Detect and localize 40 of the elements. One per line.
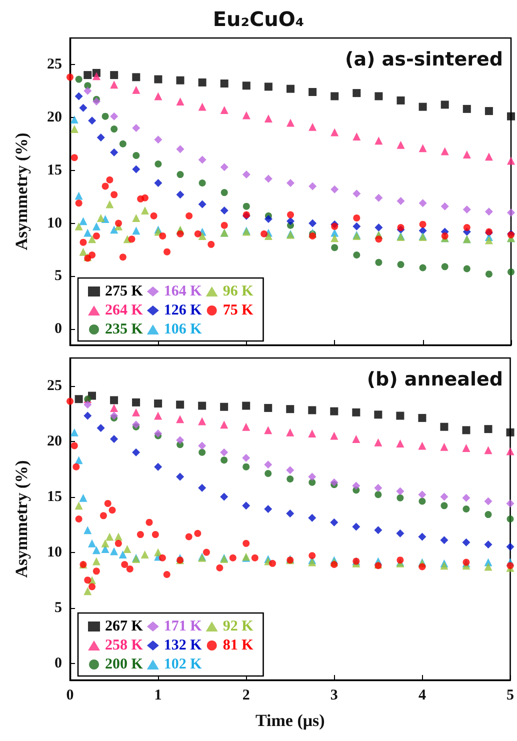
- y-axis-title: Asymmetry (%): [12, 132, 31, 250]
- legend-label: 75 K: [222, 302, 254, 318]
- x-tick-label: 5: [506, 688, 514, 704]
- annotation: (b) annealed: [366, 368, 504, 390]
- y-tick-label: 5: [54, 600, 62, 616]
- legend-label: 81 K: [222, 638, 254, 654]
- x-tick-label: 3: [330, 688, 338, 704]
- y-tick-label: 10: [47, 215, 62, 232]
- y-tick-label: 15: [47, 488, 62, 505]
- legend-label: 102 K: [164, 656, 202, 672]
- legend-label: 126 K: [164, 302, 202, 318]
- y-tick-label: 15: [47, 162, 62, 178]
- legend-label: 235 K: [105, 322, 144, 338]
- y-tick-label: 10: [47, 544, 62, 560]
- x-tick-label: 2: [242, 688, 250, 704]
- chart-title: Eu₂CuO₄: [212, 7, 304, 31]
- y-tick-label: 5: [54, 268, 62, 284]
- legend-label: 258 K: [105, 638, 144, 654]
- legend-label: 264 K: [105, 302, 144, 318]
- y-tick-label: 20: [47, 109, 62, 126]
- x-tick-label: 0: [66, 688, 74, 704]
- y-tick-label: 25: [47, 56, 62, 72]
- y-tick-label: 0: [54, 655, 62, 672]
- legend-label: 92 K: [222, 618, 254, 634]
- x-axis-title: Time (μs): [255, 711, 325, 730]
- legend-label: 171 K: [164, 618, 202, 634]
- legend-label: 200 K: [105, 656, 144, 672]
- legend-label: 96 K: [222, 284, 254, 300]
- y-tick-label: 0: [54, 321, 62, 338]
- x-tick-label: 1: [154, 688, 162, 704]
- annotation: (a) as-sintered: [345, 48, 504, 70]
- legend-label: 132 K: [164, 638, 202, 654]
- legend-label: 164 K: [164, 284, 202, 300]
- x-tick-label: 4: [418, 688, 426, 704]
- y-tick-label: 25: [47, 378, 62, 394]
- y-axis-title: Asymmetry (%): [12, 460, 31, 578]
- legend-label: 106 K: [164, 322, 202, 338]
- y-tick-label: 20: [47, 433, 62, 450]
- legend-label: 267 K: [105, 618, 144, 634]
- legend-label: 275 K: [105, 284, 144, 300]
